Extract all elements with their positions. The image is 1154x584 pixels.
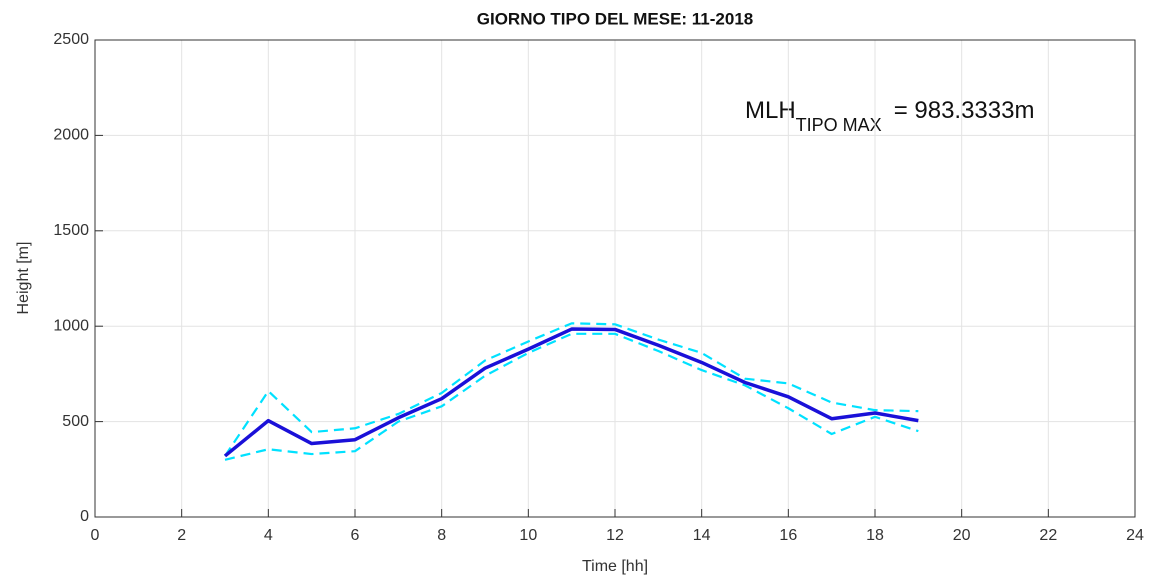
x-tick-label: 12 bbox=[606, 527, 624, 544]
series-line bbox=[224, 332, 919, 461]
y-tick-label: 2500 bbox=[53, 31, 89, 48]
x-tick-label: 20 bbox=[953, 527, 971, 544]
x-tick-label: 24 bbox=[1126, 527, 1144, 544]
x-axis-label: Time [hh] bbox=[582, 558, 648, 575]
x-tick-label: 8 bbox=[437, 527, 446, 544]
x-tick-label: 6 bbox=[351, 527, 360, 544]
x-tick-label: 16 bbox=[779, 527, 797, 544]
annotation: MLHTIPO MAX = 983.3333m bbox=[745, 97, 1034, 134]
series-line bbox=[223, 327, 919, 458]
x-tick-label: 0 bbox=[91, 527, 100, 544]
y-tick-label: 1500 bbox=[53, 222, 89, 239]
plot-frame bbox=[94, 39, 1136, 518]
series-line bbox=[224, 322, 919, 457]
x-tick-label: 4 bbox=[264, 527, 273, 544]
y-tick-label: 1000 bbox=[53, 317, 89, 334]
x-tick-label: 22 bbox=[1039, 527, 1057, 544]
annotation-suffix: = 983.3333m bbox=[894, 97, 1035, 124]
x-tick-label: 2 bbox=[177, 527, 186, 544]
x-tick-label: 10 bbox=[519, 527, 537, 544]
chart-title: GIORNO TIPO DEL MESE: 11-2018 bbox=[477, 9, 754, 28]
y-tick-label: 500 bbox=[62, 413, 89, 430]
y-axis-label: Height [m] bbox=[15, 242, 32, 315]
x-tick-label: 18 bbox=[866, 527, 884, 544]
annotation-subscript: TIPO MAX bbox=[796, 115, 882, 135]
y-tick-label: 0 bbox=[80, 508, 89, 525]
y-tick-label: 2000 bbox=[53, 127, 89, 144]
annotation-text: MLH bbox=[745, 97, 796, 124]
x-tick-label: 14 bbox=[693, 527, 711, 544]
